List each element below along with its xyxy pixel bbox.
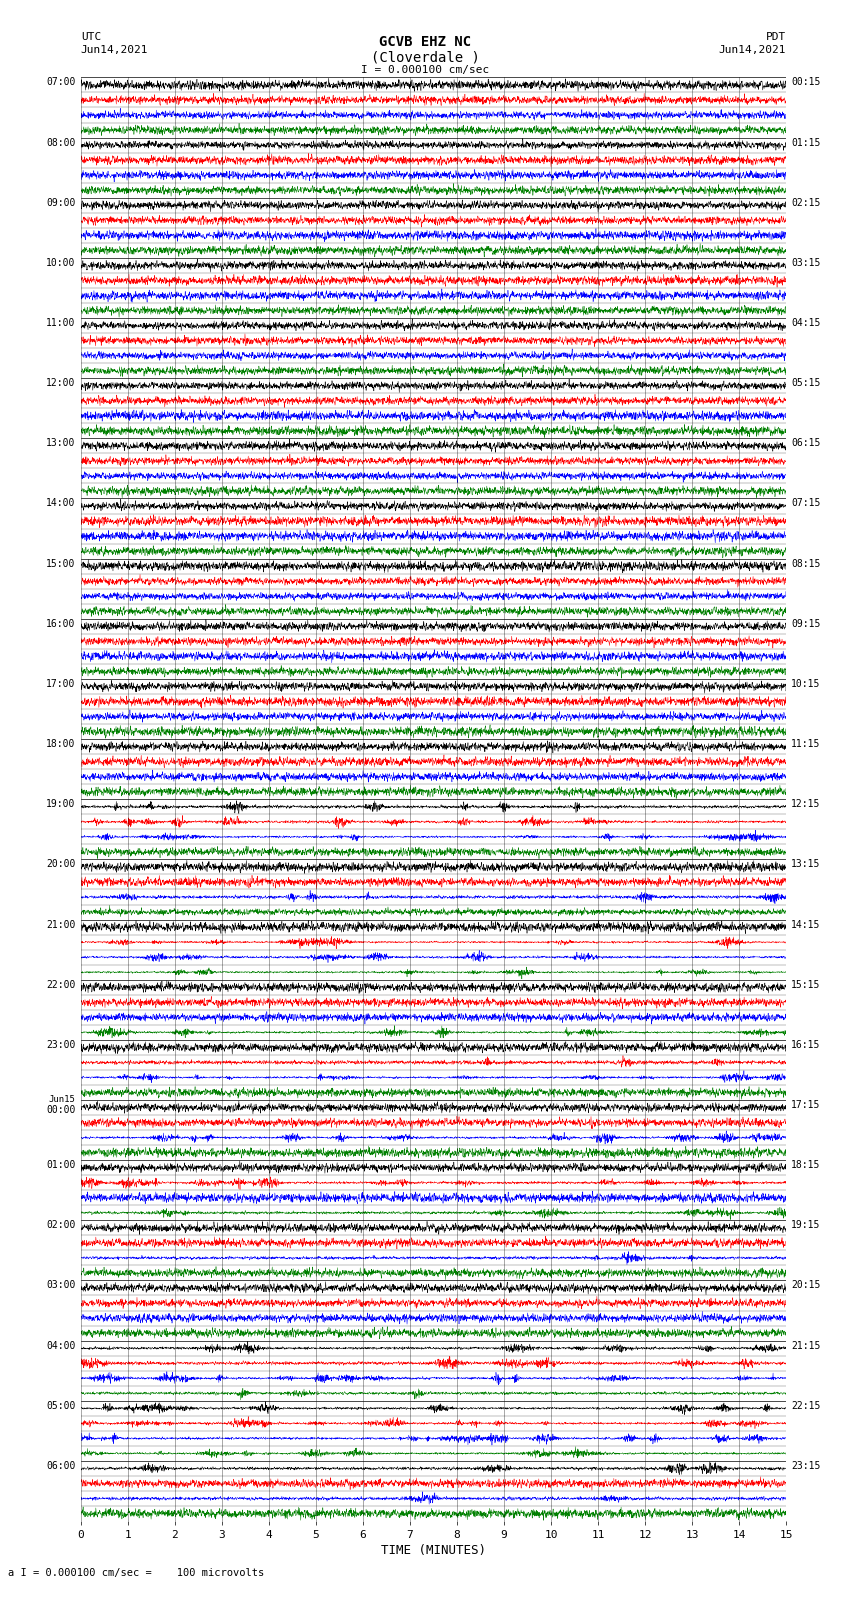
Text: 23:00: 23:00 bbox=[46, 1040, 76, 1050]
Text: Jun14,2021: Jun14,2021 bbox=[719, 45, 786, 55]
Text: 19:00: 19:00 bbox=[46, 798, 76, 810]
Text: 02:15: 02:15 bbox=[791, 198, 821, 208]
Text: 15:00: 15:00 bbox=[46, 558, 76, 569]
Text: 14:00: 14:00 bbox=[46, 498, 76, 508]
Text: 03:00: 03:00 bbox=[46, 1281, 76, 1290]
Text: Jun15: Jun15 bbox=[48, 1095, 76, 1105]
Text: 20:00: 20:00 bbox=[46, 860, 76, 869]
Text: 08:15: 08:15 bbox=[791, 558, 821, 569]
Text: 21:15: 21:15 bbox=[791, 1340, 821, 1350]
Text: 18:00: 18:00 bbox=[46, 739, 76, 748]
Text: 12:15: 12:15 bbox=[791, 798, 821, 810]
Text: 16:15: 16:15 bbox=[791, 1040, 821, 1050]
Text: 16:00: 16:00 bbox=[46, 619, 76, 629]
Text: 07:15: 07:15 bbox=[791, 498, 821, 508]
Text: PDT: PDT bbox=[766, 32, 786, 42]
Text: 22:15: 22:15 bbox=[791, 1400, 821, 1411]
Text: 10:15: 10:15 bbox=[791, 679, 821, 689]
Text: 13:00: 13:00 bbox=[46, 439, 76, 448]
Text: 22:00: 22:00 bbox=[46, 979, 76, 990]
Text: 11:00: 11:00 bbox=[46, 318, 76, 327]
Text: 03:15: 03:15 bbox=[791, 258, 821, 268]
Text: 04:15: 04:15 bbox=[791, 318, 821, 327]
Text: (Cloverdale ): (Cloverdale ) bbox=[371, 50, 479, 65]
Text: 01:15: 01:15 bbox=[791, 137, 821, 147]
Text: 05:15: 05:15 bbox=[791, 377, 821, 389]
Text: 13:15: 13:15 bbox=[791, 860, 821, 869]
Text: 11:15: 11:15 bbox=[791, 739, 821, 748]
Text: 07:00: 07:00 bbox=[46, 77, 76, 87]
Text: 09:00: 09:00 bbox=[46, 198, 76, 208]
Text: GCVB EHZ NC: GCVB EHZ NC bbox=[379, 35, 471, 50]
X-axis label: TIME (MINUTES): TIME (MINUTES) bbox=[381, 1544, 486, 1557]
Text: 09:15: 09:15 bbox=[791, 619, 821, 629]
Text: I = 0.000100 cm/sec: I = 0.000100 cm/sec bbox=[361, 65, 489, 74]
Text: 20:15: 20:15 bbox=[791, 1281, 821, 1290]
Text: Jun14,2021: Jun14,2021 bbox=[81, 45, 148, 55]
Text: 15:15: 15:15 bbox=[791, 979, 821, 990]
Text: a I = 0.000100 cm/sec =    100 microvolts: a I = 0.000100 cm/sec = 100 microvolts bbox=[8, 1568, 264, 1578]
Text: 12:00: 12:00 bbox=[46, 377, 76, 389]
Text: 05:00: 05:00 bbox=[46, 1400, 76, 1411]
Text: 21:00: 21:00 bbox=[46, 919, 76, 929]
Text: 17:15: 17:15 bbox=[791, 1100, 821, 1110]
Text: 04:00: 04:00 bbox=[46, 1340, 76, 1350]
Text: 17:00: 17:00 bbox=[46, 679, 76, 689]
Text: 14:15: 14:15 bbox=[791, 919, 821, 929]
Text: 02:00: 02:00 bbox=[46, 1221, 76, 1231]
Text: 18:15: 18:15 bbox=[791, 1160, 821, 1169]
Text: 06:15: 06:15 bbox=[791, 439, 821, 448]
Text: 00:15: 00:15 bbox=[791, 77, 821, 87]
Text: 01:00: 01:00 bbox=[46, 1160, 76, 1169]
Text: 23:15: 23:15 bbox=[791, 1461, 821, 1471]
Text: 19:15: 19:15 bbox=[791, 1221, 821, 1231]
Text: 06:00: 06:00 bbox=[46, 1461, 76, 1471]
Text: 08:00: 08:00 bbox=[46, 137, 76, 147]
Text: 00:00: 00:00 bbox=[46, 1105, 76, 1115]
Text: 10:00: 10:00 bbox=[46, 258, 76, 268]
Text: UTC: UTC bbox=[81, 32, 101, 42]
